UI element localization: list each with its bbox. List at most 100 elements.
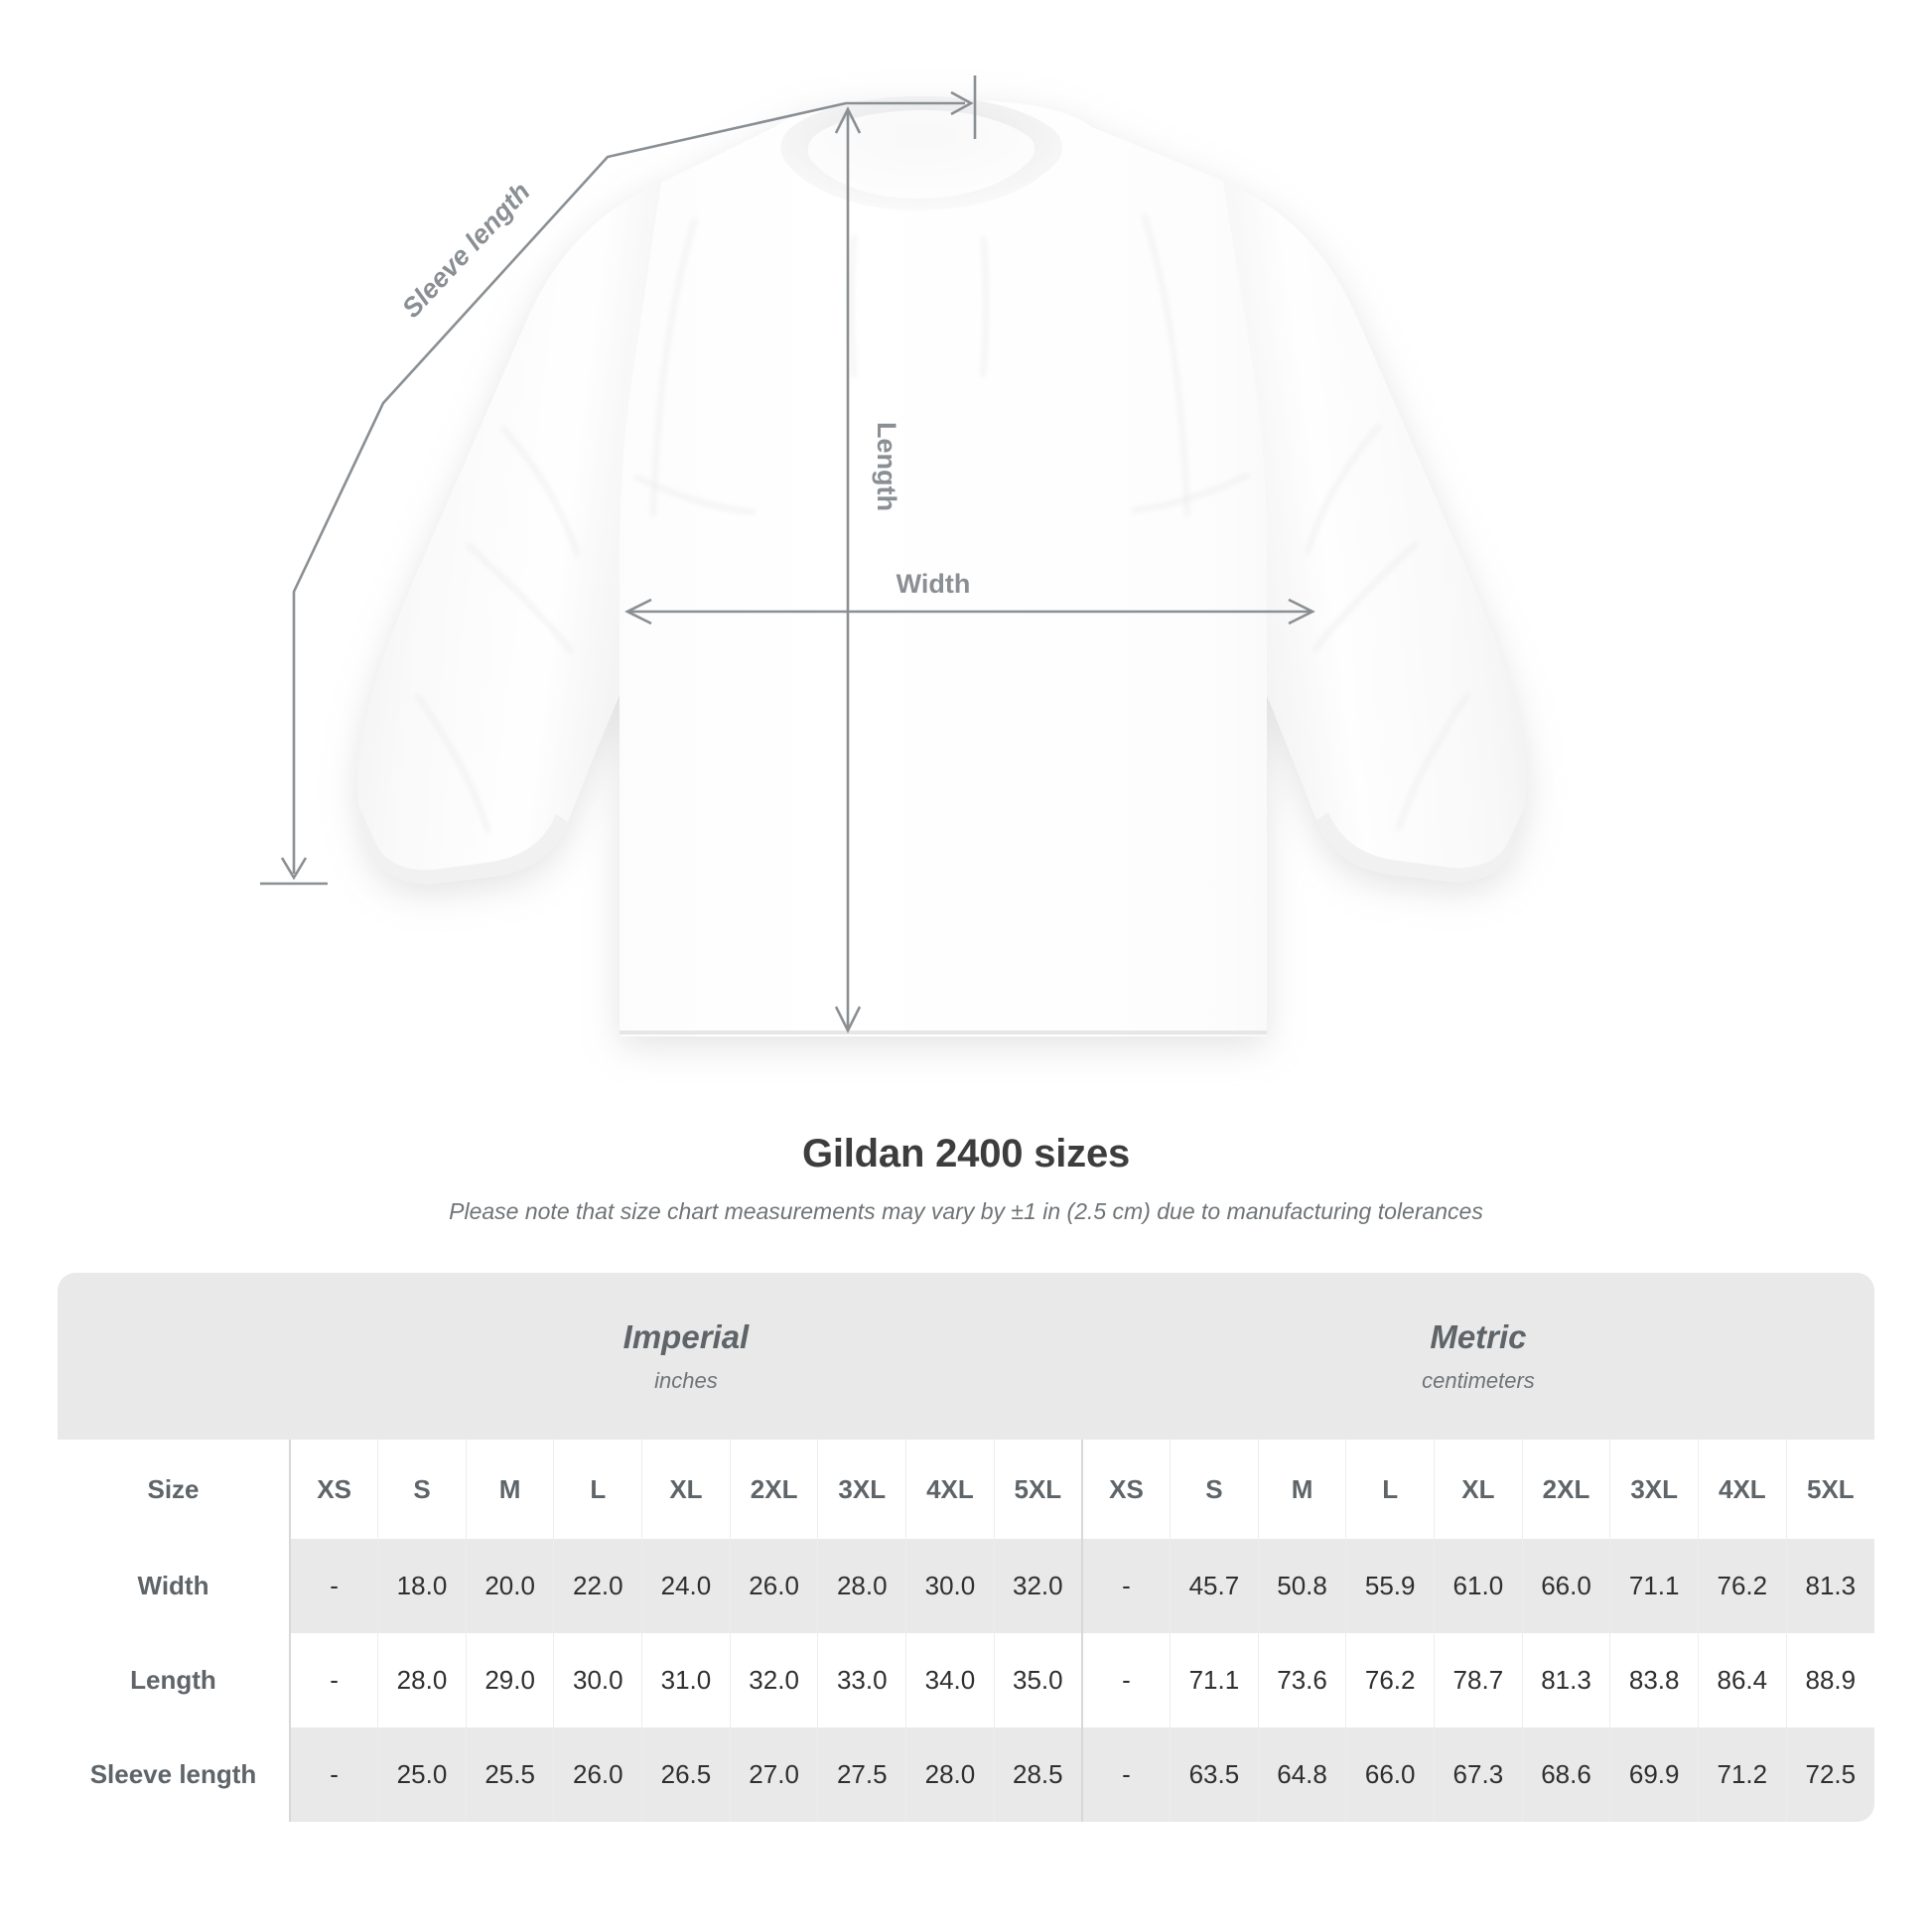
measurement-cell-metric-2xl: 68.6 xyxy=(1522,1727,1611,1822)
size-header-row: Size XS S M L XL 2XL 3XL 4XL 5XL XS S M L XL 2XL 3XL 4XL 5… xyxy=(58,1440,1874,1539)
measurement-cell-imperial-4xl: 34.0 xyxy=(905,1633,995,1727)
measurement-cell-imperial-2xl: 26.0 xyxy=(730,1539,819,1633)
unit-system-unit: centimeters xyxy=(1422,1368,1535,1393)
measurement-cell-metric-5xl: 81.3 xyxy=(1786,1539,1874,1633)
size-chart-table: Imperial inches Metric centimeters Size XS S M… xyxy=(58,1273,1874,1822)
measurement-cell-metric-m: 73.6 xyxy=(1258,1633,1347,1727)
sleeve-arrow-right xyxy=(950,90,974,116)
measurement-cell-imperial-s: 28.0 xyxy=(377,1633,467,1727)
unit-system-name: Metric xyxy=(1430,1318,1527,1355)
measurement-cell-metric-s: 63.5 xyxy=(1170,1727,1259,1822)
length-label: Length xyxy=(872,422,901,511)
size-header-cell-imperial-2xl: 2XL xyxy=(730,1440,819,1539)
size-column-header: Size xyxy=(58,1440,291,1539)
garment-illustration: Sleeve length Length Width xyxy=(260,75,1527,1036)
size-header-cell-imperial-m: M xyxy=(466,1440,555,1539)
measurement-cell-imperial-5xl: 28.5 xyxy=(994,1727,1083,1822)
measurement-cell-imperial-2xl: 27.0 xyxy=(730,1727,819,1822)
size-header-cell-imperial-5xl: 5XL xyxy=(994,1440,1083,1539)
measurement-cell-imperial-xl: 31.0 xyxy=(641,1633,731,1727)
measurement-cell-metric-5xl: 88.9 xyxy=(1786,1633,1874,1727)
measurement-cell-metric-4xl: 86.4 xyxy=(1698,1633,1787,1727)
page-title: Gildan 2400 sizes xyxy=(801,1132,1131,1175)
collar-inner xyxy=(807,109,1035,199)
measurement-cell-imperial-3xl: 27.5 xyxy=(817,1727,907,1822)
table-row: Sleeve length -25.0 25.5 26.0 26.5 27.0 27.5 28… xyxy=(58,1727,1874,1822)
measurement-lines xyxy=(260,75,1315,1034)
measurement-row-label: Width xyxy=(58,1539,291,1633)
right-cuff xyxy=(1316,806,1525,883)
measurement-cell-imperial-m: 25.5 xyxy=(466,1727,555,1822)
measurement-cell-metric-4xl: 71.2 xyxy=(1698,1727,1787,1822)
size-header-cell-metric-s: S xyxy=(1170,1440,1259,1539)
measurement-cell-metric-s: 71.1 xyxy=(1170,1633,1259,1727)
length-arrow-down xyxy=(834,1006,862,1034)
measurement-cell-metric-2xl: 66.0 xyxy=(1522,1539,1611,1633)
size-header-cell-metric-5xl: 5XL xyxy=(1786,1440,1874,1539)
measurement-cell-metric-3xl: 83.8 xyxy=(1609,1633,1699,1727)
left-sleeve-shade xyxy=(357,183,661,885)
size-header-cell-imperial-xl: XL xyxy=(641,1440,731,1539)
left-cuff xyxy=(359,808,568,885)
table-row: Width -18.0 20.0 22.0 24.0 26.0 28.0 30.0 32.0-4… xyxy=(58,1539,1874,1633)
measurement-cell-metric-xs: - xyxy=(1081,1633,1172,1727)
sleeve-length-line xyxy=(292,101,965,874)
width-arrow-left xyxy=(624,598,652,625)
unit-system-header-row: Imperial inches Metric centimeters xyxy=(58,1273,1874,1440)
length-arrow-up xyxy=(834,106,862,134)
measurement-row-label: Sleeve length xyxy=(58,1727,291,1822)
unit-system-unit: inches xyxy=(654,1368,718,1393)
size-header-cell-metric-xs: XS xyxy=(1081,1440,1172,1539)
size-header-cell-imperial-s: S xyxy=(377,1440,467,1539)
size-header-cell-metric-4xl: 4XL xyxy=(1698,1440,1787,1539)
measurement-row-label: Length xyxy=(58,1633,291,1727)
measurement-cell-imperial-5xl: 32.0 xyxy=(994,1539,1083,1633)
fabric-folds xyxy=(415,213,1471,833)
width-arrow-right xyxy=(1288,598,1315,625)
measurement-cell-imperial-xs: - xyxy=(290,1539,379,1633)
garment-svg: Sleeve length Length Width xyxy=(260,75,1527,1036)
sleeve-arrow-down xyxy=(280,857,308,881)
measurement-cell-imperial-l: 26.0 xyxy=(553,1727,643,1822)
measurement-cell-imperial-s: 18.0 xyxy=(377,1539,467,1633)
width-label: Width xyxy=(897,569,971,599)
measurement-cell-metric-3xl: 71.1 xyxy=(1609,1539,1699,1633)
measurement-cell-imperial-xl: 24.0 xyxy=(641,1539,731,1633)
measurement-cell-imperial-xl: 26.5 xyxy=(641,1727,731,1822)
measurement-cell-metric-s: 45.7 xyxy=(1170,1539,1259,1633)
measurement-cell-imperial-4xl: 30.0 xyxy=(905,1539,995,1633)
measurement-cell-metric-l: 55.9 xyxy=(1345,1539,1436,1633)
measurement-cell-imperial-5xl: 35.0 xyxy=(994,1633,1083,1727)
measurement-cell-metric-m: 64.8 xyxy=(1258,1727,1347,1822)
measurement-cell-metric-xl: 61.0 xyxy=(1434,1539,1523,1633)
size-header-cell-metric-xl: XL xyxy=(1434,1440,1523,1539)
measurement-cell-imperial-2xl: 32.0 xyxy=(730,1633,819,1727)
chart-heading-block: Gildan 2400 sizes Please note that size … xyxy=(0,1132,1932,1225)
measurement-cell-metric-xl: 78.7 xyxy=(1434,1633,1523,1727)
measurement-cell-imperial-l: 30.0 xyxy=(553,1633,643,1727)
measurement-cell-metric-l: 76.2 xyxy=(1345,1633,1436,1727)
size-header-cell-metric-l: L xyxy=(1345,1440,1436,1539)
measurement-cell-imperial-xs: - xyxy=(290,1633,379,1727)
size-header-cell-metric-2xl: 2XL xyxy=(1522,1440,1611,1539)
unit-system-header-metric: Metric centimeters xyxy=(1081,1273,1874,1440)
page-subtitle: Please note that size chart measurements… xyxy=(449,1198,1483,1224)
size-header-cell-imperial-3xl: 3XL xyxy=(817,1440,907,1539)
size-header-cell-imperial-l: L xyxy=(553,1440,643,1539)
measurement-cell-metric-xs: - xyxy=(1081,1727,1172,1822)
measurement-cell-metric-5xl: 72.5 xyxy=(1786,1727,1874,1822)
unit-system-header-imperial: Imperial inches xyxy=(290,1273,1082,1440)
measurement-cell-imperial-m: 29.0 xyxy=(466,1633,555,1727)
size-header-cell-metric-3xl: 3XL xyxy=(1609,1440,1699,1539)
measurement-cell-metric-m: 50.8 xyxy=(1258,1539,1347,1633)
measurement-cell-imperial-xs: - xyxy=(290,1727,379,1822)
table-row: Length -28.0 29.0 30.0 31.0 32.0 33.0 34.0 35.0-… xyxy=(58,1633,1874,1727)
shirt-body-group xyxy=(357,99,1527,1036)
measurement-cell-metric-xl: 67.3 xyxy=(1434,1727,1523,1822)
shirt-outline xyxy=(357,99,1527,1036)
size-chart-table-wrap: Imperial inches Metric centimeters Size XS S M… xyxy=(58,1273,1874,1822)
sleeve-length-label: Sleeve length xyxy=(396,177,536,324)
measurement-cell-imperial-m: 20.0 xyxy=(466,1539,555,1633)
unit-band-spacer xyxy=(58,1273,290,1440)
measurement-cell-imperial-4xl: 28.0 xyxy=(905,1727,995,1822)
